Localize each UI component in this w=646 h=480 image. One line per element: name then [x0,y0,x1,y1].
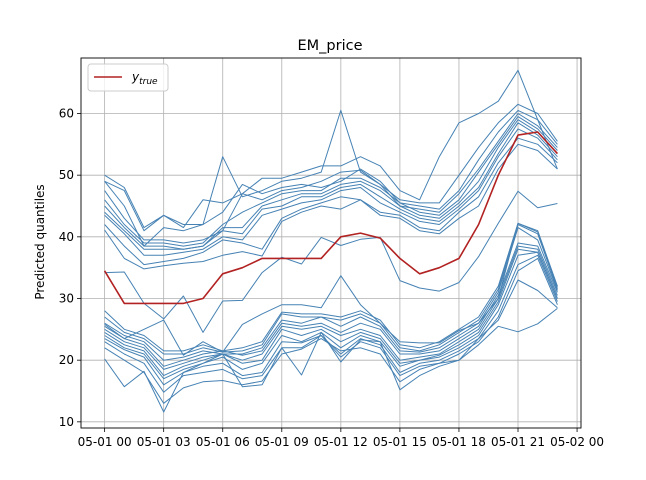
quantile-series-line [104,254,558,386]
quantile-series-line [104,119,558,250]
quantile-series-line [104,69,558,229]
quantile-series-line [104,113,558,244]
plot-frame [80,57,582,429]
quantile-series-line [104,227,558,361]
x-tick-label: 05-01 12 [314,435,368,449]
x-tick-label: 05-01 15 [373,435,427,449]
y-tick-label: 40 [59,230,74,244]
quantile-series-line [104,245,558,370]
quantile-series-line [104,190,558,333]
true-series-line [103,131,558,305]
y-tick-label: 20 [59,353,74,367]
quantile-lines [104,69,558,413]
x-tick-label: 05-01 06 [196,435,250,449]
quantile-series-line [104,222,558,352]
x-tick-label: 05-01 09 [255,435,309,449]
x-tick-label: 05-01 18 [432,435,486,449]
quantile-series-line [104,257,558,393]
quantile-series-line [104,224,558,355]
y-axis-label: Predicted quantiles [33,184,47,299]
y-tick-label: 60 [59,107,74,121]
true-line-group [103,131,558,305]
quantile-series-line [104,242,558,367]
quantile-series-line [104,128,558,256]
y-tick-label: 10 [59,415,74,429]
legend-entry-true: ytrue [131,70,158,87]
quantile-series-line [104,251,558,380]
quantile-series-line [104,103,558,232]
x-axis: 05-01 00 05-01 03 05-01 06 05-01 09 05-01 12… [78,428,604,449]
quantile-series-line [104,248,558,377]
quantile-series-line [104,137,558,266]
y-tick-label: 50 [59,168,74,182]
quantile-series-line [104,116,558,247]
quantile-series-line [104,143,558,270]
y-axis: 10 20 30 40 50 60 [59,107,81,429]
x-tick-label: 05-02 00 [550,435,604,449]
x-tick-label: 05-01 00 [78,435,132,449]
quantile-series-line [104,308,558,413]
chart-title: EM_price [297,38,362,54]
y-tick-label: 30 [59,292,74,306]
quantile-series-line [104,122,558,250]
quantile-series-line [104,222,558,356]
x-tick-label: 05-01 21 [491,435,545,449]
x-tick-label: 05-01 03 [137,435,191,449]
legend: ytrue [87,63,169,92]
legend-box [87,63,169,92]
quantile-series-line [104,109,558,247]
